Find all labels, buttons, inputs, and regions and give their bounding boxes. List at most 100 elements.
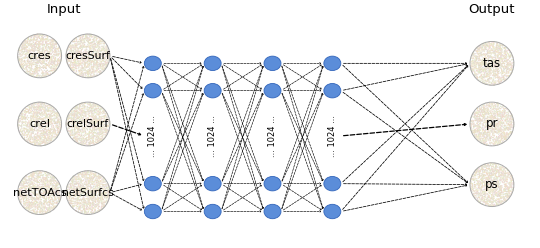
Point	[480, 180, 488, 184]
Point	[42, 195, 51, 199]
Point	[35, 183, 44, 186]
Point	[45, 203, 53, 207]
Point	[472, 135, 481, 139]
Point	[78, 185, 87, 189]
Point	[45, 137, 54, 141]
Point	[490, 177, 498, 181]
Point	[104, 194, 112, 198]
Point	[16, 182, 24, 186]
Point	[490, 116, 498, 120]
Point	[50, 117, 58, 121]
Point	[466, 180, 475, 184]
Point	[103, 124, 112, 127]
Point	[485, 80, 494, 84]
Point	[47, 115, 56, 119]
Point	[90, 129, 99, 133]
Point	[485, 49, 494, 53]
Point	[98, 48, 107, 52]
Point	[96, 72, 104, 76]
Point	[84, 212, 92, 216]
Point	[83, 208, 92, 212]
Point	[33, 105, 42, 109]
Point	[492, 49, 501, 53]
Point	[39, 112, 48, 116]
Point	[476, 63, 484, 67]
Point	[91, 104, 100, 108]
Point	[73, 47, 82, 51]
Point	[27, 48, 36, 52]
Point	[480, 49, 488, 53]
Point	[102, 112, 111, 116]
Point	[99, 178, 108, 182]
Point	[29, 201, 37, 205]
Point	[94, 46, 103, 50]
Point	[486, 203, 495, 207]
Point	[22, 191, 30, 195]
Point	[87, 180, 96, 184]
Point	[28, 67, 37, 71]
Point	[476, 107, 484, 111]
Point	[80, 37, 89, 41]
Point	[91, 173, 99, 177]
Point	[31, 197, 40, 201]
Point	[82, 171, 91, 175]
Point	[65, 194, 73, 198]
Point	[42, 111, 51, 115]
Point	[489, 142, 498, 146]
Point	[72, 126, 81, 130]
Point	[51, 179, 59, 183]
Point	[24, 137, 32, 141]
Point	[504, 110, 513, 114]
Point	[494, 130, 503, 134]
Point	[25, 208, 33, 212]
Point	[505, 130, 514, 134]
Point	[68, 182, 77, 186]
Point	[50, 120, 59, 124]
Point	[477, 198, 485, 202]
Point	[14, 185, 23, 189]
Point	[103, 130, 111, 134]
Point	[487, 187, 496, 191]
Point	[493, 182, 502, 186]
Point	[483, 65, 491, 69]
Point	[90, 173, 99, 177]
Point	[41, 46, 50, 50]
Point	[50, 38, 58, 42]
Point	[39, 206, 48, 210]
Point	[49, 208, 58, 212]
Point	[52, 54, 61, 58]
Point	[71, 109, 80, 113]
Point	[503, 186, 512, 190]
Point	[493, 79, 502, 83]
Point	[491, 124, 500, 128]
Point	[486, 45, 495, 49]
Point	[85, 142, 93, 146]
Point	[28, 117, 36, 121]
Point	[97, 182, 106, 186]
Point	[496, 167, 505, 171]
Point	[35, 111, 44, 115]
Point	[92, 34, 100, 38]
Point	[91, 174, 100, 178]
Point	[475, 48, 483, 52]
Point	[87, 63, 96, 67]
Point	[87, 133, 96, 137]
Point	[476, 180, 485, 184]
Point	[17, 194, 25, 198]
Point	[21, 110, 29, 114]
Point	[500, 131, 509, 135]
Point	[26, 72, 35, 76]
Point	[501, 77, 509, 81]
Point	[100, 111, 109, 115]
Point	[56, 198, 64, 202]
Point	[469, 178, 477, 182]
Point	[79, 190, 88, 194]
Point	[470, 112, 479, 116]
Point	[501, 135, 510, 139]
Point	[496, 109, 504, 113]
Point	[495, 120, 504, 124]
Point	[46, 113, 55, 117]
Point	[507, 175, 516, 179]
Point	[15, 46, 24, 50]
Point	[493, 162, 502, 166]
